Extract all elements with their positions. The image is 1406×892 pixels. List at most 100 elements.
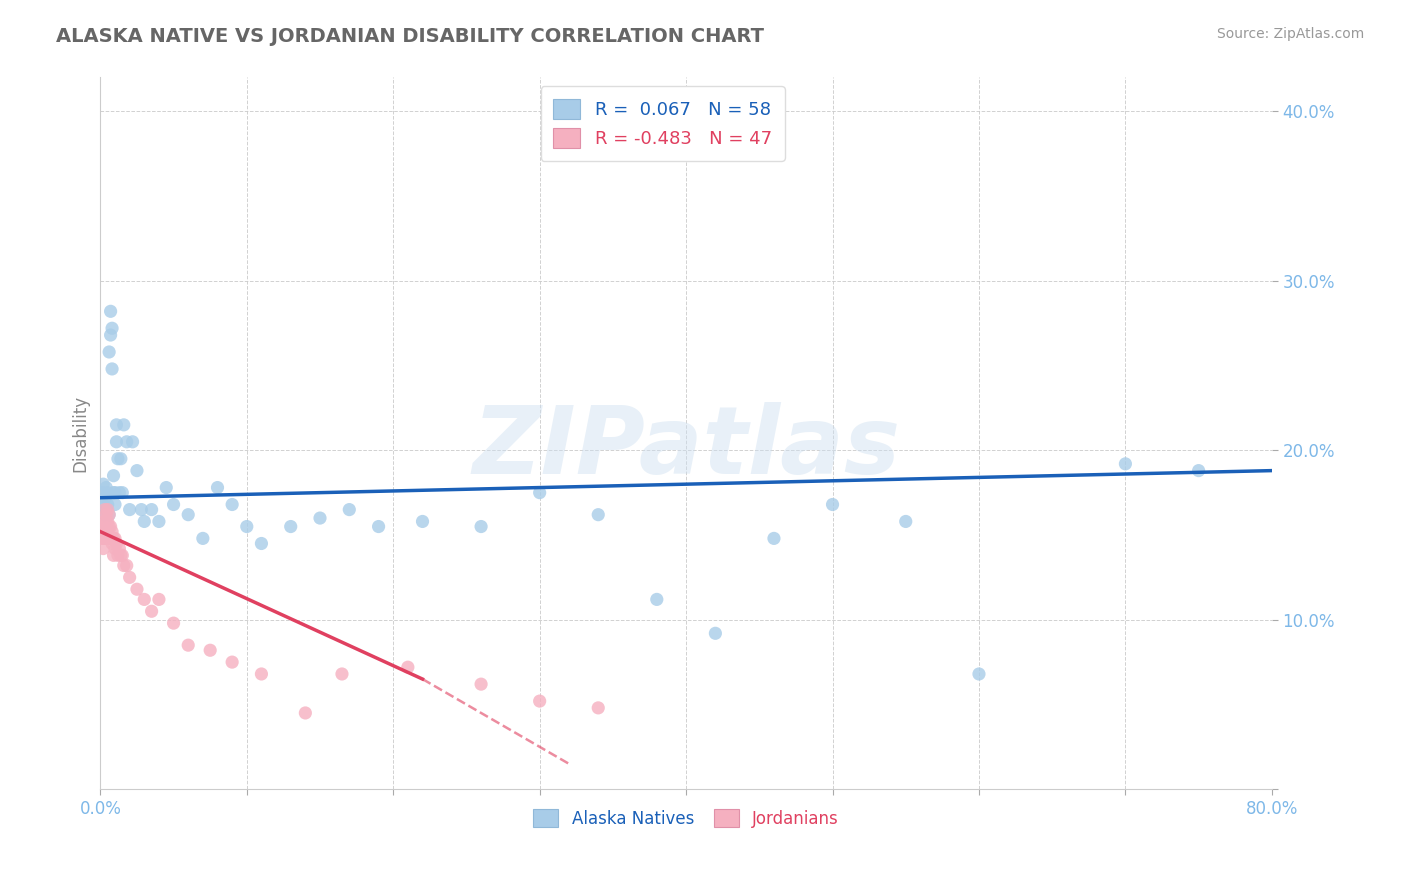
Point bbox=[177, 508, 200, 522]
Point bbox=[101, 536, 124, 550]
Point bbox=[97, 515, 120, 529]
Point bbox=[112, 558, 135, 573]
Point bbox=[198, 643, 221, 657]
Y-axis label: Disability: Disability bbox=[72, 395, 89, 472]
Point bbox=[280, 519, 302, 533]
Point bbox=[100, 304, 122, 318]
Point bbox=[967, 667, 990, 681]
Point bbox=[91, 498, 114, 512]
Point bbox=[103, 468, 125, 483]
Point bbox=[103, 549, 125, 563]
Point bbox=[98, 508, 121, 522]
Point bbox=[337, 502, 360, 516]
Point bbox=[162, 498, 184, 512]
Point bbox=[762, 532, 785, 546]
Point bbox=[1188, 464, 1211, 478]
Point bbox=[98, 519, 121, 533]
Point bbox=[100, 532, 122, 546]
Point bbox=[111, 485, 134, 500]
Point bbox=[155, 481, 177, 495]
Point bbox=[250, 536, 273, 550]
Point bbox=[121, 434, 143, 449]
Point bbox=[470, 677, 492, 691]
Point bbox=[93, 508, 115, 522]
Point bbox=[100, 328, 122, 343]
Point bbox=[141, 502, 163, 516]
Point bbox=[105, 434, 128, 449]
Point bbox=[162, 616, 184, 631]
Point bbox=[105, 536, 128, 550]
Point bbox=[107, 451, 129, 466]
Point bbox=[207, 481, 229, 495]
Point bbox=[221, 655, 243, 669]
Point bbox=[221, 498, 243, 512]
Point bbox=[101, 362, 124, 376]
Point bbox=[118, 570, 141, 584]
Point bbox=[93, 515, 115, 529]
Point bbox=[100, 519, 122, 533]
Point bbox=[97, 498, 120, 512]
Point bbox=[396, 660, 419, 674]
Point bbox=[111, 549, 134, 563]
Point bbox=[101, 524, 124, 539]
Point bbox=[110, 451, 132, 466]
Point bbox=[294, 706, 316, 720]
Point bbox=[98, 508, 121, 522]
Point bbox=[704, 626, 727, 640]
Point bbox=[141, 604, 163, 618]
Text: ZIPatlas: ZIPatlas bbox=[472, 401, 900, 493]
Point bbox=[115, 434, 138, 449]
Point bbox=[125, 464, 148, 478]
Point bbox=[118, 502, 141, 516]
Point bbox=[191, 532, 214, 546]
Point bbox=[131, 502, 153, 516]
Point bbox=[93, 502, 115, 516]
Point bbox=[93, 491, 115, 505]
Text: Source: ZipAtlas.com: Source: ZipAtlas.com bbox=[1216, 27, 1364, 41]
Point bbox=[104, 532, 127, 546]
Point bbox=[91, 541, 114, 556]
Point bbox=[90, 485, 112, 500]
Point bbox=[104, 541, 127, 556]
Point bbox=[105, 417, 128, 432]
Point bbox=[330, 667, 353, 681]
Point bbox=[367, 519, 389, 533]
Point bbox=[104, 485, 127, 500]
Point bbox=[90, 519, 112, 533]
Point bbox=[250, 667, 273, 681]
Point bbox=[470, 519, 492, 533]
Point bbox=[236, 519, 259, 533]
Point bbox=[148, 515, 170, 529]
Text: ALASKA NATIVE VS JORDANIAN DISABILITY CORRELATION CHART: ALASKA NATIVE VS JORDANIAN DISABILITY CO… bbox=[56, 27, 765, 45]
Point bbox=[96, 502, 118, 516]
Point bbox=[125, 582, 148, 597]
Point bbox=[90, 532, 112, 546]
Point bbox=[91, 477, 114, 491]
Point bbox=[894, 515, 917, 529]
Point bbox=[134, 592, 156, 607]
Point bbox=[101, 321, 124, 335]
Point bbox=[586, 508, 609, 522]
Point bbox=[134, 515, 156, 529]
Point bbox=[148, 592, 170, 607]
Point bbox=[97, 532, 120, 546]
Point bbox=[108, 541, 131, 556]
Point bbox=[96, 508, 118, 522]
Point bbox=[96, 519, 118, 533]
Point bbox=[97, 485, 120, 500]
Point bbox=[110, 549, 132, 563]
Point bbox=[112, 417, 135, 432]
Point bbox=[529, 485, 551, 500]
Point bbox=[103, 485, 125, 500]
Point bbox=[96, 532, 118, 546]
Point bbox=[93, 524, 115, 539]
Point bbox=[645, 592, 668, 607]
Point bbox=[103, 532, 125, 546]
Point bbox=[529, 694, 551, 708]
Point bbox=[96, 481, 118, 495]
Point bbox=[104, 498, 127, 512]
Point bbox=[108, 485, 131, 500]
Point bbox=[107, 549, 129, 563]
Point bbox=[97, 502, 120, 516]
Point bbox=[91, 532, 114, 546]
